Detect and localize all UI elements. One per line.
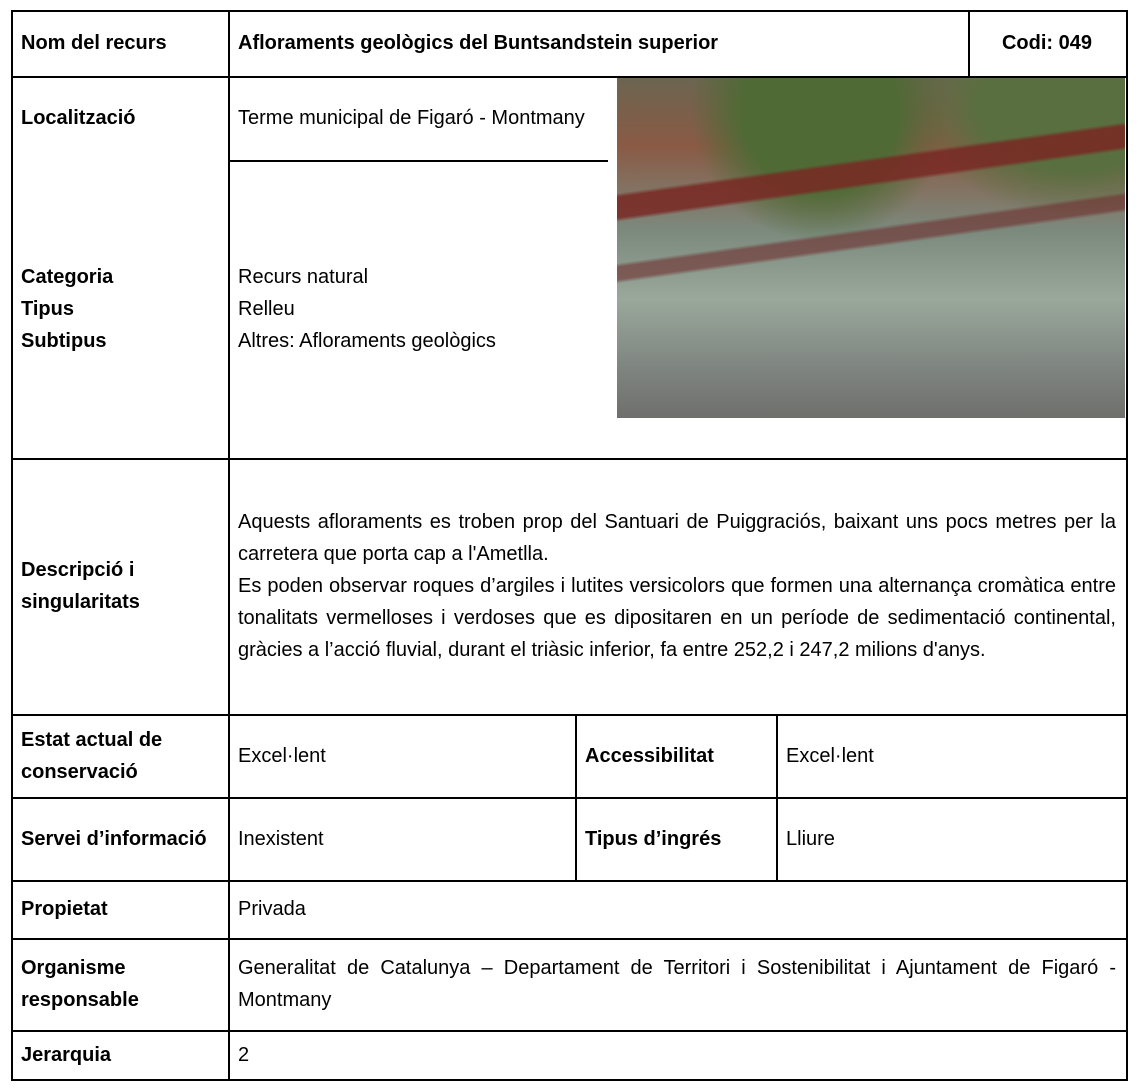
value: Recurs natural Relleu Altres: Afloraments … — [228, 160, 608, 458]
value: Terme municipal de Figaró - Montmany — [228, 76, 608, 160]
label: Descripció i singularitats — [21, 559, 140, 613]
text: Terme municipal de Figaró - Montmany — [238, 107, 585, 129]
text: Subtipus — [21, 330, 107, 352]
label: Propietat — [21, 898, 108, 920]
text: Tipus — [21, 298, 74, 320]
text: Generalitat de Catalunya – Departament d… — [238, 957, 1116, 1011]
text: Categoria — [21, 266, 114, 288]
label: Tipus d’ingrés — [585, 827, 722, 850]
value: Aquests afloraments es troben prop del S… — [228, 458, 1126, 714]
value: 2 — [238, 1043, 250, 1066]
code: Codi: 049 — [1001, 32, 1093, 54]
label: Estat actual de conservació — [21, 728, 163, 783]
label: Jerarquia — [21, 1043, 112, 1066]
paragraph: Aquests afloraments es troben prop del S… — [238, 511, 1116, 565]
label: Servei d’informació — [21, 827, 207, 850]
value: Privada — [238, 898, 306, 920]
label: Categoria Tipus Subtipus — [11, 160, 228, 458]
paragraph: Es poden observar roques d’argiles i lut… — [238, 575, 1116, 661]
value: Lliure — [786, 827, 835, 850]
text: Relleu — [238, 298, 295, 320]
value: Generalitat de Catalunya – Departament d… — [228, 938, 1126, 1030]
outcrop-photo — [617, 78, 1125, 418]
label: Organisme responsable — [21, 957, 139, 1011]
value: Inexistent — [238, 827, 324, 850]
label: Nom del recurs — [21, 32, 167, 54]
label: Localització — [21, 107, 136, 129]
value: Excel·lent — [238, 744, 326, 767]
text: Altres: Afloraments geològics — [238, 330, 496, 352]
value: Excel·lent — [786, 744, 874, 767]
label: Accessibilitat — [585, 744, 714, 767]
text: Recurs natural — [238, 266, 369, 288]
title: Afloraments geològics del Buntsandstein … — [238, 32, 719, 54]
